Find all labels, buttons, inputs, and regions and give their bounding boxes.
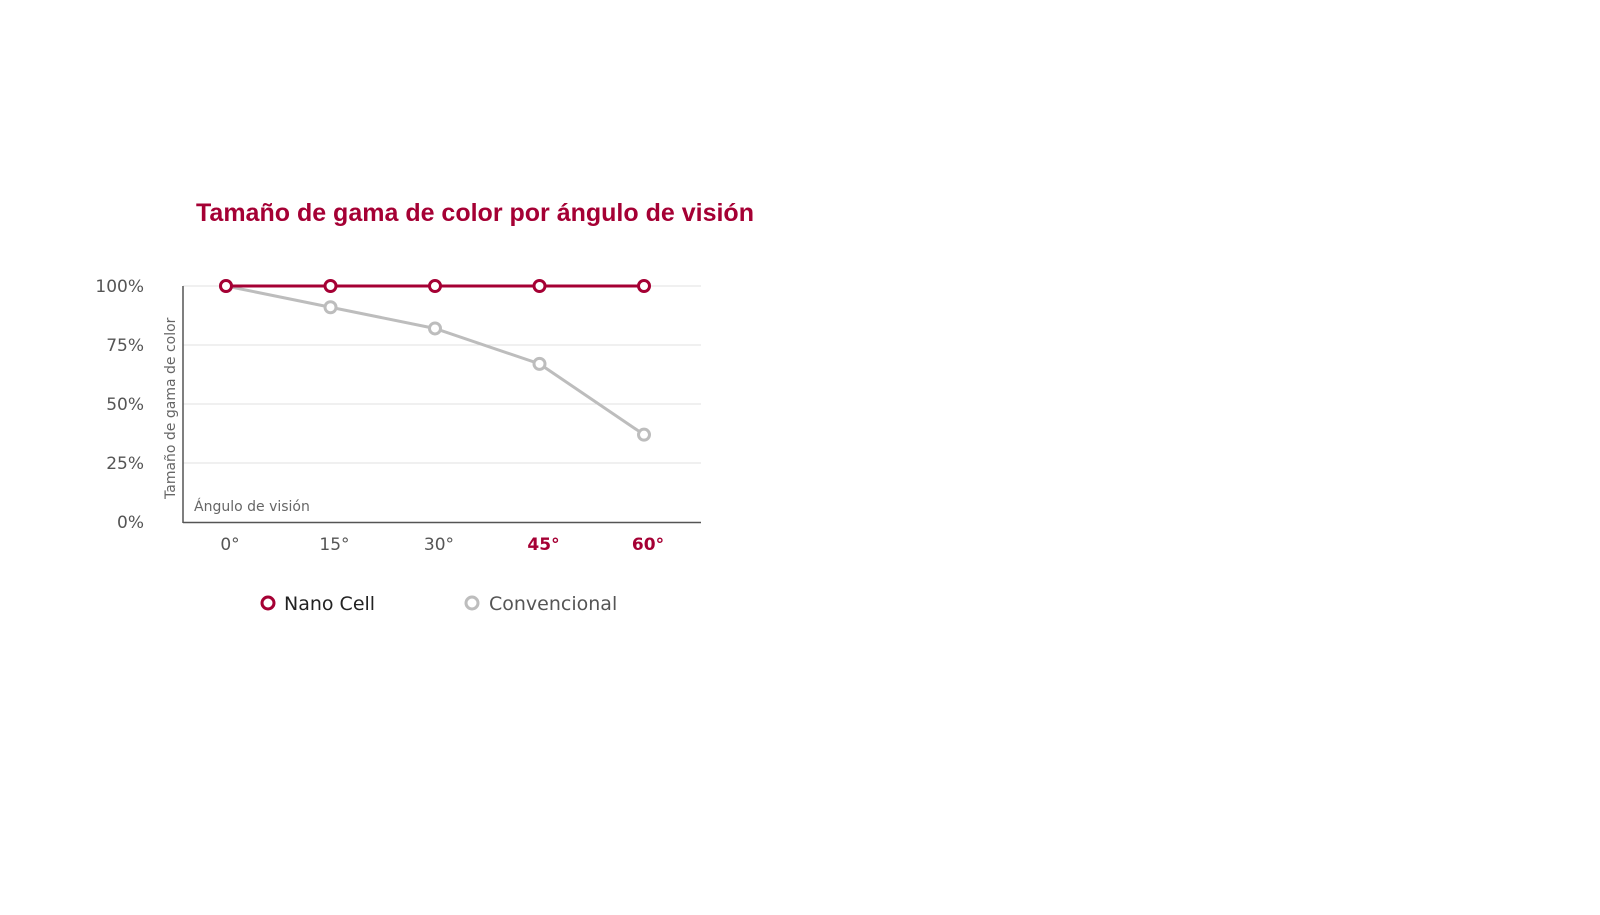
legend-marker-nano-cell: [260, 595, 276, 611]
series: [219, 279, 651, 442]
x-tick-labels: 0° 15° 30° 45° 60°: [220, 535, 664, 555]
x-tick-label: 60°: [632, 535, 664, 555]
data-point: [532, 279, 547, 293]
legend: Nano Cell Convencional: [260, 593, 617, 615]
series-nano-cell: [219, 279, 651, 293]
series-convencional: [219, 279, 651, 442]
x-tick-label: 30°: [424, 535, 454, 555]
gridlines: [183, 285, 701, 464]
x-tick-label: 45°: [527, 535, 559, 555]
series-line: [225, 284, 645, 436]
y-tick-label: 50%: [106, 395, 144, 415]
chart-title: Tamaño de gama de color por ángulo de vi…: [196, 199, 754, 227]
x-tick-label: 15°: [319, 535, 349, 555]
data-point: [323, 300, 338, 315]
y-tick-label: 0%: [117, 513, 144, 533]
legend-label-nano-cell: Nano Cell: [284, 593, 375, 615]
y-tick-label: 25%: [106, 454, 144, 474]
data-point: [219, 279, 233, 293]
y-tick-labels: 0% 25% 50% 75% 100%: [95, 277, 144, 533]
x-axis-label: Ángulo de visión: [194, 498, 310, 515]
y-tick-label: 100%: [95, 277, 144, 297]
data-point: [532, 356, 547, 371]
data-point: [637, 427, 651, 442]
y-tick-label: 75%: [106, 336, 144, 356]
data-point: [323, 279, 338, 293]
data-point: [637, 279, 651, 293]
data-point: [428, 321, 442, 336]
x-tick-label: 0°: [220, 535, 239, 555]
legend-marker-convencional: [464, 595, 480, 611]
data-point: [428, 279, 442, 293]
y-axis-label: Tamaño de gama de color: [163, 317, 179, 500]
legend-label-convencional: Convencional: [489, 593, 617, 615]
